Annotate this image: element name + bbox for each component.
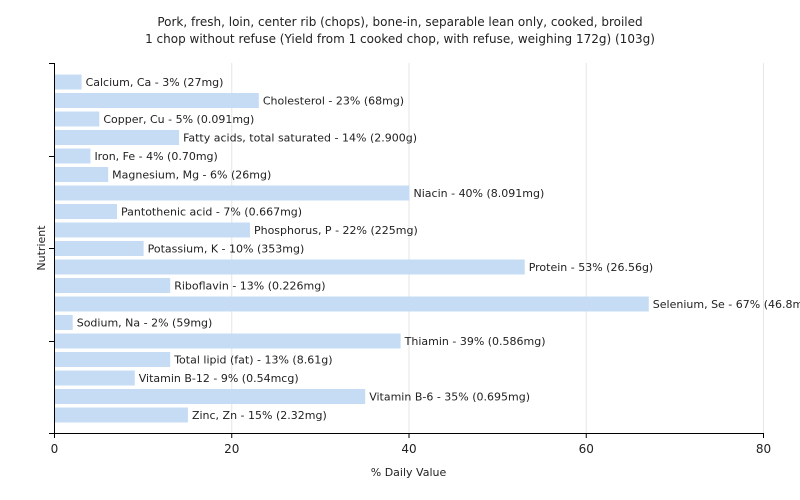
bar bbox=[55, 241, 144, 256]
bar-label: Iron, Fe - 4% (0.70mg) bbox=[94, 150, 217, 163]
bar-label: Riboflavin - 13% (0.226mg) bbox=[174, 280, 325, 293]
x-tick-label: 0 bbox=[51, 442, 59, 456]
bar bbox=[55, 167, 109, 182]
bar bbox=[55, 315, 73, 330]
chart-title-block: Pork, fresh, loin, center rib (chops), b… bbox=[0, 14, 800, 48]
bar bbox=[55, 370, 135, 386]
chart-title: Pork, fresh, loin, center rib (chops), b… bbox=[157, 15, 643, 29]
bar bbox=[55, 259, 525, 275]
bar-label: Sodium, Na - 2% (59mg) bbox=[77, 317, 213, 330]
bars: Calcium, Ca - 3% (27mg) Cholesterol - 23%… bbox=[55, 74, 800, 423]
bar-label: Calcium, Ca - 3% (27mg) bbox=[86, 76, 224, 89]
bar-label: Fatty acids, total saturated - 14% (2.90… bbox=[183, 132, 417, 145]
bar-label: Zinc, Zn - 15% (2.32mg) bbox=[192, 409, 327, 422]
y-axis-title: Nutrient bbox=[35, 225, 48, 271]
bar bbox=[55, 222, 250, 238]
bar bbox=[55, 111, 100, 127]
bar bbox=[55, 352, 171, 367]
bar-label: Pantothenic acid - 7% (0.667mg) bbox=[121, 206, 302, 219]
bar-label: Protein - 53% (26.56g) bbox=[529, 261, 654, 274]
x-tick-label: 20 bbox=[224, 442, 239, 456]
bar bbox=[55, 407, 188, 423]
bar bbox=[55, 296, 649, 312]
bar-label: Potassium, K - 10% (353mg) bbox=[148, 243, 305, 256]
bar-label: Magnesium, Mg - 6% (26mg) bbox=[112, 169, 271, 182]
bar-label: Copper, Cu - 5% (0.091mg) bbox=[103, 113, 254, 126]
x-axis-title: % Daily Value bbox=[371, 466, 447, 479]
bar bbox=[55, 333, 401, 349]
bar bbox=[55, 389, 366, 404]
bar-label: Niacin - 40% (8.091mg) bbox=[414, 187, 545, 200]
x-tick-label: 40 bbox=[401, 442, 416, 456]
bar bbox=[55, 148, 91, 164]
bar bbox=[55, 93, 259, 108]
bar bbox=[55, 130, 180, 145]
bar bbox=[55, 74, 82, 90]
x-tick-label: 60 bbox=[579, 442, 594, 456]
bar bbox=[55, 204, 118, 219]
bar bbox=[55, 278, 171, 293]
axes: 0 20 40 60 80 bbox=[49, 63, 771, 456]
bar-label: Vitamin B-6 - 35% (0.695mg) bbox=[369, 391, 530, 404]
bar-label: Cholesterol - 23% (68mg) bbox=[263, 95, 404, 108]
bar-label: Vitamin B-12 - 9% (0.54mcg) bbox=[139, 372, 299, 385]
grid-lines bbox=[231, 63, 764, 433]
chart-subtitle: 1 chop without refuse (Yield from 1 cook… bbox=[145, 32, 655, 46]
bar-label: Thiamin - 39% (0.586mg) bbox=[404, 335, 546, 348]
bar-label: Total lipid (fat) - 13% (8.61g) bbox=[173, 354, 332, 367]
bar bbox=[55, 185, 410, 201]
bar-label: Selenium, Se - 67% (46.8mcg) bbox=[653, 298, 800, 311]
bar-label: Phosphorus, P - 22% (225mg) bbox=[254, 224, 418, 237]
x-tick-label: 80 bbox=[756, 442, 771, 456]
